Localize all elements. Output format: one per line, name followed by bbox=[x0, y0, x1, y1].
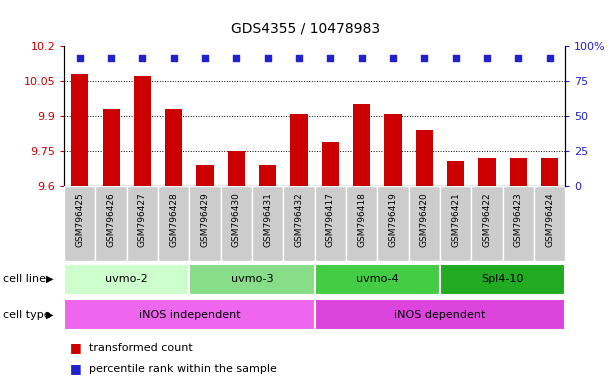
Bar bbox=[315, 186, 346, 261]
Text: ▶: ▶ bbox=[46, 274, 54, 284]
Text: GSM796428: GSM796428 bbox=[169, 192, 178, 247]
Text: GSM796421: GSM796421 bbox=[451, 192, 460, 247]
Point bbox=[137, 55, 147, 61]
Bar bbox=[228, 151, 245, 186]
Bar bbox=[71, 74, 89, 186]
Bar bbox=[322, 142, 339, 186]
Bar bbox=[353, 104, 370, 186]
Bar bbox=[197, 165, 214, 186]
Bar bbox=[134, 76, 151, 186]
Bar bbox=[409, 186, 440, 261]
Text: iNOS dependent: iNOS dependent bbox=[394, 310, 486, 320]
Text: GSM796432: GSM796432 bbox=[295, 192, 304, 247]
Point bbox=[451, 55, 461, 61]
Text: GSM796418: GSM796418 bbox=[357, 192, 366, 247]
Bar bbox=[534, 186, 565, 261]
Point bbox=[482, 55, 492, 61]
Text: GSM796419: GSM796419 bbox=[389, 192, 397, 247]
Point bbox=[75, 55, 85, 61]
Bar bbox=[503, 186, 534, 261]
Bar bbox=[189, 264, 315, 295]
Text: uvmo-4: uvmo-4 bbox=[356, 274, 398, 284]
Text: uvmo-3: uvmo-3 bbox=[231, 274, 273, 284]
Text: cell type: cell type bbox=[3, 310, 51, 320]
Bar bbox=[478, 158, 496, 186]
Point bbox=[419, 55, 429, 61]
Bar bbox=[290, 114, 307, 186]
Text: GSM796423: GSM796423 bbox=[514, 192, 522, 247]
Text: GSM796417: GSM796417 bbox=[326, 192, 335, 247]
Point bbox=[544, 55, 554, 61]
Bar bbox=[440, 264, 565, 295]
Text: GSM796425: GSM796425 bbox=[75, 192, 84, 247]
Text: GSM796430: GSM796430 bbox=[232, 192, 241, 247]
Text: GSM796431: GSM796431 bbox=[263, 192, 272, 247]
Bar bbox=[384, 114, 401, 186]
Text: GSM796420: GSM796420 bbox=[420, 192, 429, 247]
Bar bbox=[346, 186, 378, 261]
Bar bbox=[259, 165, 276, 186]
Bar bbox=[415, 130, 433, 186]
Point bbox=[232, 55, 241, 61]
Bar bbox=[64, 300, 315, 330]
Bar bbox=[64, 264, 189, 295]
Bar bbox=[284, 186, 315, 261]
Bar bbox=[315, 264, 440, 295]
Point bbox=[513, 55, 523, 61]
Bar bbox=[315, 300, 565, 330]
Point bbox=[388, 55, 398, 61]
Text: iNOS independent: iNOS independent bbox=[139, 310, 240, 320]
Point bbox=[294, 55, 304, 61]
Bar bbox=[378, 186, 409, 261]
Text: GSM796424: GSM796424 bbox=[545, 192, 554, 247]
Bar bbox=[447, 161, 464, 186]
Text: ▶: ▶ bbox=[46, 310, 54, 320]
Text: GSM796426: GSM796426 bbox=[107, 192, 115, 247]
Text: GSM796429: GSM796429 bbox=[200, 192, 210, 247]
Point bbox=[200, 55, 210, 61]
Point bbox=[357, 55, 367, 61]
Point bbox=[169, 55, 178, 61]
Bar bbox=[440, 186, 471, 261]
Text: ■: ■ bbox=[70, 341, 82, 354]
Bar bbox=[189, 186, 221, 261]
Text: ■: ■ bbox=[70, 362, 82, 375]
Point bbox=[106, 55, 116, 61]
Bar bbox=[541, 158, 558, 186]
Text: uvmo-2: uvmo-2 bbox=[106, 274, 148, 284]
Bar bbox=[252, 186, 284, 261]
Bar bbox=[165, 109, 182, 186]
Text: Spl4-10: Spl4-10 bbox=[481, 274, 524, 284]
Bar bbox=[127, 186, 158, 261]
Text: GDS4355 / 10478983: GDS4355 / 10478983 bbox=[231, 21, 380, 35]
Bar bbox=[471, 186, 503, 261]
Bar bbox=[221, 186, 252, 261]
Text: cell line: cell line bbox=[3, 274, 46, 284]
Point bbox=[263, 55, 273, 61]
Bar bbox=[103, 109, 120, 186]
Point bbox=[326, 55, 335, 61]
Text: transformed count: transformed count bbox=[89, 343, 192, 353]
Text: percentile rank within the sample: percentile rank within the sample bbox=[89, 364, 276, 374]
Text: GSM796427: GSM796427 bbox=[138, 192, 147, 247]
Bar bbox=[64, 186, 95, 261]
Text: GSM796422: GSM796422 bbox=[483, 192, 491, 247]
Bar bbox=[158, 186, 189, 261]
Bar bbox=[510, 158, 527, 186]
Bar bbox=[95, 186, 127, 261]
